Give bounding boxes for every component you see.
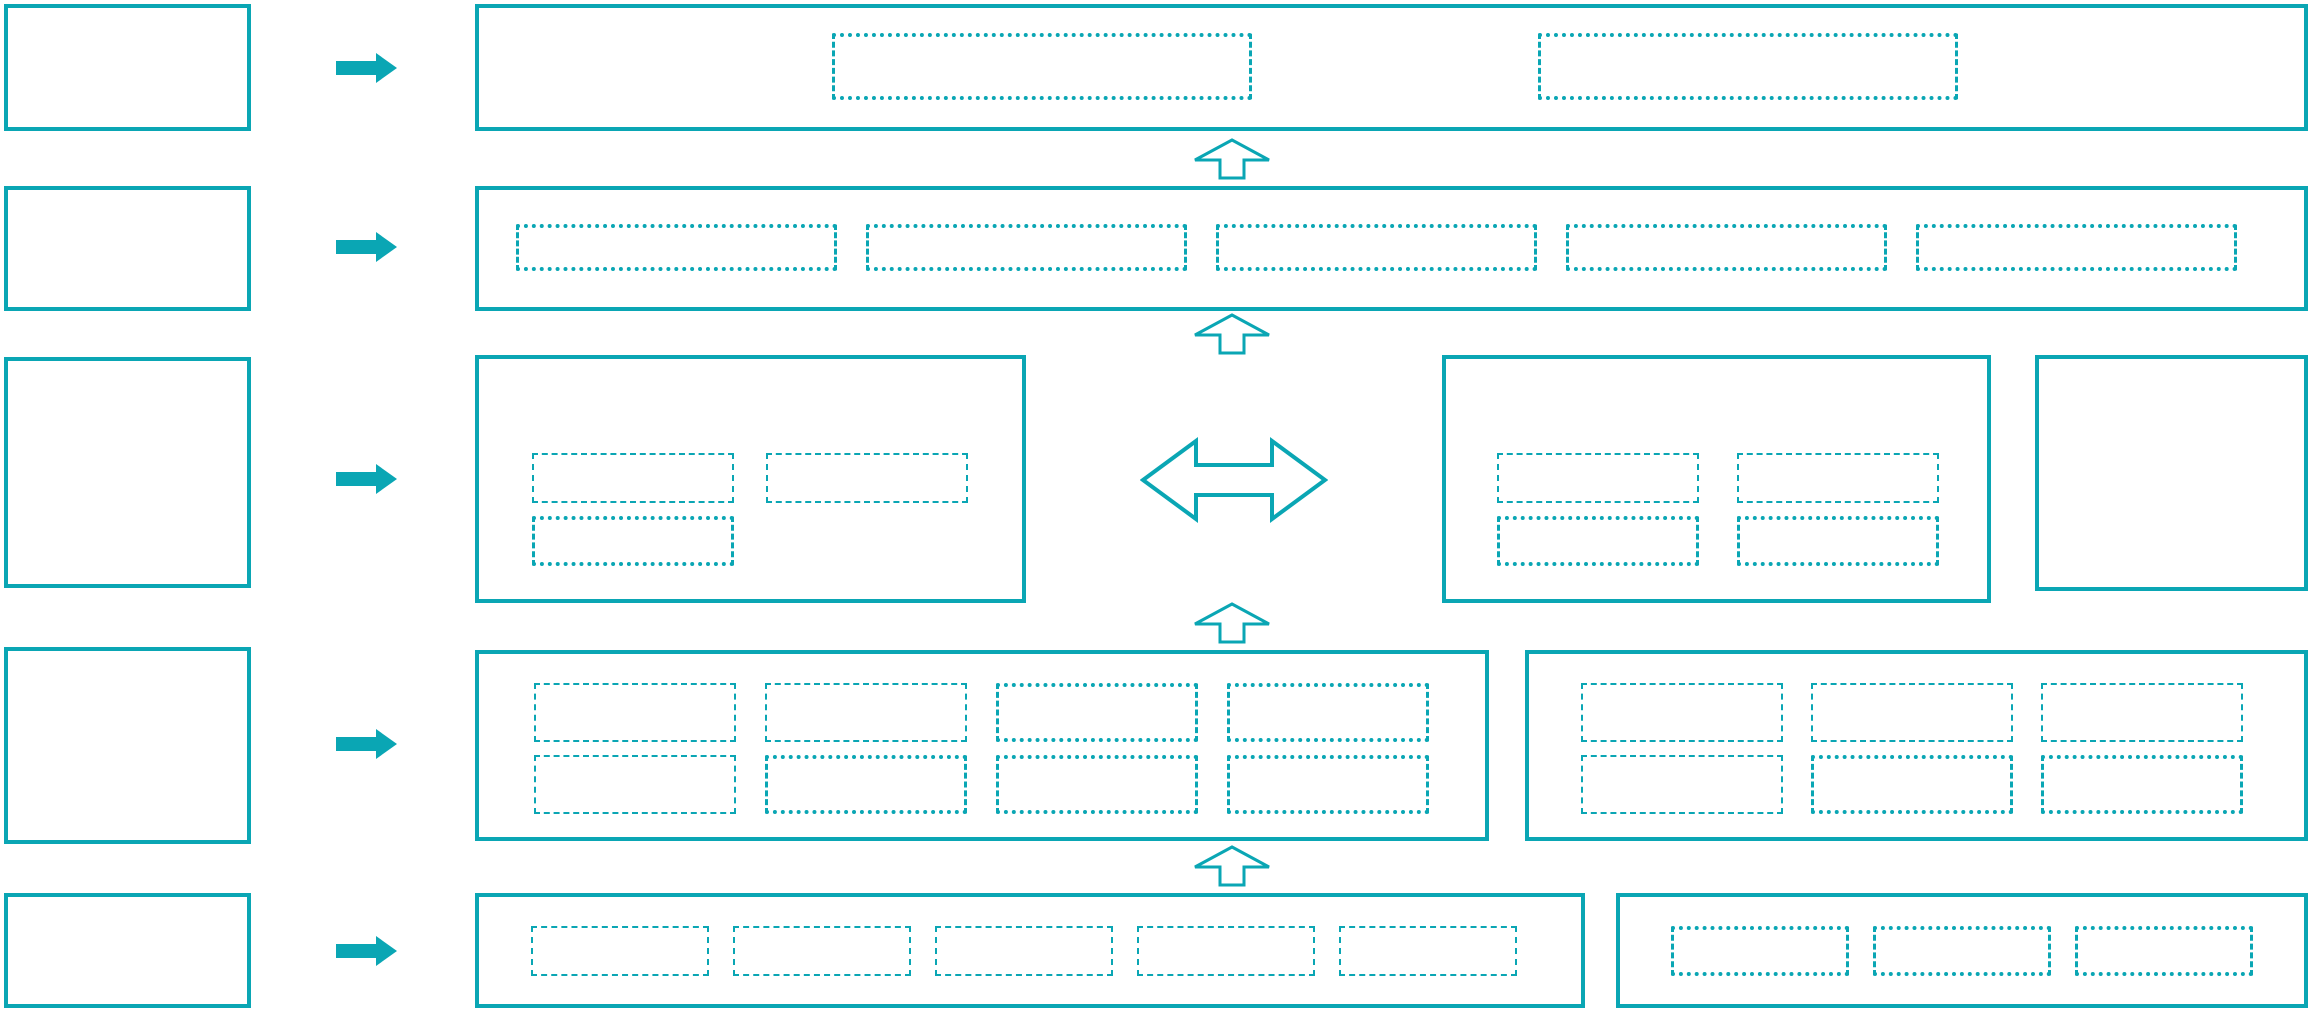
placeholder-box <box>1916 224 2237 271</box>
tier-1-label-box <box>4 4 251 131</box>
placeholder-box <box>765 683 967 742</box>
placeholder-box <box>1497 516 1699 566</box>
placeholder-box <box>534 755 736 814</box>
tier-3-left-box <box>475 355 1026 603</box>
placeholder-box <box>1581 683 1783 742</box>
placeholder-box <box>1227 683 1429 742</box>
placeholder-box <box>2041 683 2243 742</box>
up-arrow-icon <box>1194 602 1270 644</box>
tier-3-right-box <box>1442 355 1991 603</box>
placeholder-box <box>1497 453 1699 503</box>
placeholder-box <box>765 755 967 814</box>
tier-5-left-box <box>475 893 1585 1008</box>
tier-5-left-placeholder-group <box>531 926 1517 976</box>
tier-5-label-box <box>4 893 251 1008</box>
up-arrow-icon <box>1194 138 1270 180</box>
placeholder-box <box>1339 926 1517 976</box>
placeholder-box <box>1566 224 1887 271</box>
tier-2-main-box <box>475 186 2308 311</box>
placeholder-box <box>1137 926 1315 976</box>
placeholder-box <box>516 224 837 271</box>
tier-2-placeholder-group <box>516 224 2296 271</box>
placeholder-box <box>2075 926 2253 976</box>
placeholder-box <box>534 683 736 742</box>
tier-5-right-box <box>1616 893 2308 1008</box>
tier-3-side-box <box>2035 355 2308 591</box>
right-arrow-icon <box>336 232 397 262</box>
tier-4-left-box <box>475 650 1489 841</box>
right-arrow-icon <box>336 729 397 759</box>
placeholder-box <box>1581 755 1783 814</box>
up-arrow-icon <box>1194 845 1270 887</box>
placeholder-box <box>532 453 734 503</box>
tier-5-right-placeholder-group <box>1671 926 2253 976</box>
right-arrow-icon <box>336 53 397 83</box>
placeholder-box <box>766 453 968 503</box>
tier-4-label-box <box>4 647 251 844</box>
placeholder-box <box>832 33 1252 100</box>
placeholder-box <box>1216 224 1537 271</box>
tier-3-label-box <box>4 357 251 588</box>
tier-1-main-box <box>475 4 2308 131</box>
tier-1-placeholder-group <box>832 33 1972 100</box>
left-right-arrow-icon <box>1140 437 1328 523</box>
tier-2-label-box <box>4 186 251 311</box>
placeholder-box <box>1873 926 2051 976</box>
placeholder-box <box>866 224 1187 271</box>
placeholder-box <box>1538 33 1958 100</box>
tier-4-right-placeholder-group <box>1581 683 2243 814</box>
placeholder-box <box>2041 755 2243 814</box>
placeholder-box <box>1671 926 1849 976</box>
tier-3-left-placeholder-group <box>532 453 968 566</box>
placeholder-box <box>1737 453 1939 503</box>
placeholder-box <box>935 926 1113 976</box>
tier-4-left-placeholder-group <box>534 683 1429 814</box>
up-arrow-icon <box>1194 313 1270 355</box>
placeholder-box <box>1811 755 2013 814</box>
placeholder-box <box>1811 683 2013 742</box>
tier-3-right-placeholder-group <box>1497 453 1939 566</box>
tier-4-right-box <box>1525 650 2308 841</box>
placeholder-box <box>1737 516 1939 566</box>
right-arrow-icon <box>336 936 397 966</box>
placeholder-box <box>531 926 709 976</box>
placeholder-box <box>733 926 911 976</box>
placeholder-box <box>996 683 1198 742</box>
placeholder-box <box>532 516 734 566</box>
placeholder-box <box>996 755 1198 814</box>
right-arrow-icon <box>336 464 397 494</box>
placeholder-box <box>1227 755 1429 814</box>
